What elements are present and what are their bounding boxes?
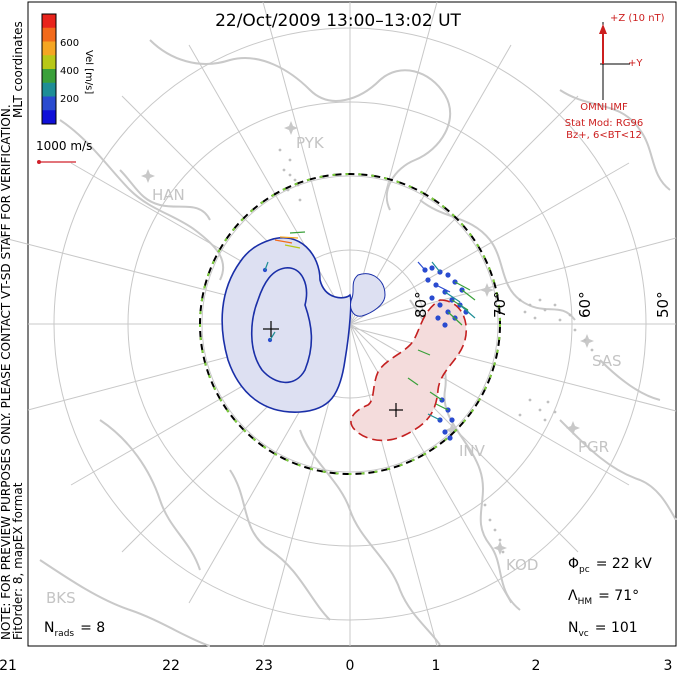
imf-clock: +Z (10 nT) +Y OMNI IMF Stat Mod: RG96 Bz… — [565, 13, 665, 141]
colorbar-tick-400: 400 — [60, 66, 79, 77]
colorbar-swatch — [42, 82, 56, 97]
station-label-bks: BKS — [46, 589, 76, 607]
imf-y-label: +Y — [628, 58, 643, 69]
station-label-kod: KOD — [506, 556, 538, 574]
latitude-label-50: 50° — [654, 291, 672, 318]
colorbar-swatch — [42, 110, 56, 125]
n-vc-stat: Nvc = 101 — [568, 620, 638, 639]
mlt-axis: 21 22 23 0 1 2 3 — [0, 658, 672, 674]
colorbar-swatch — [42, 96, 56, 111]
station-markers — [141, 121, 594, 555]
station-marker-pgr — [566, 421, 580, 435]
mlt-label-21: 21 — [0, 658, 17, 674]
station-marker-han — [141, 169, 155, 183]
latitude-label-80: 80° — [412, 291, 430, 318]
station-label-han: HAN — [152, 186, 185, 204]
latitude-label-70: 70° — [491, 291, 509, 318]
lambda-hm-stat: ΛHM = 71° — [568, 588, 639, 607]
preview-warning: NOTE: FOR PREVIEW PURPOSES ONLY. PLEASE … — [0, 104, 13, 640]
stat-model-line2: Bz+, 6<BT<12 — [566, 130, 642, 141]
colorbar-swatch — [42, 27, 56, 42]
colorbar-swatch — [42, 14, 56, 29]
imf-vector-head — [599, 24, 607, 34]
colorbar-tick-600: 600 — [60, 38, 79, 49]
mlt-label-1: 1 — [432, 658, 441, 674]
station-labels: PYK HAN SAS PGR INV KOD BKS — [46, 134, 622, 607]
mlt-label-22: 22 — [162, 658, 180, 674]
page-title: 22/Oct/2009 13:00–13:02 UT — [215, 11, 461, 31]
radar-dots — [278, 148, 594, 554]
mlt-label-2: 2 — [532, 658, 541, 674]
station-label-pyk: PYK — [296, 134, 325, 152]
colorbar-swatch — [42, 55, 56, 70]
positive-convection-cell — [350, 299, 467, 442]
colorbar-frame — [41, 13, 57, 125]
imf-source: OMNI IMF — [580, 102, 628, 113]
coastlines — [39, 39, 677, 647]
station-marker-inv — [445, 423, 459, 437]
velocity-vectors — [262, 231, 476, 441]
mlt-label-0: 0 — [346, 658, 355, 674]
velocity-colorbar — [41, 13, 57, 125]
colorbar-label: Vel [m/s] — [83, 50, 94, 94]
mlt-label-23: 23 — [255, 658, 273, 674]
latitude-label-60: 60° — [576, 291, 594, 318]
mlt-label-3: 3 — [664, 658, 673, 674]
station-marker-sas — [580, 334, 594, 348]
stat-model-line1: Stat Mod: RG96 — [565, 118, 644, 129]
phi-pc-stat: Φpc = 22 kV — [568, 556, 652, 575]
latitude-labels: 80° 70° 60° 50° — [412, 291, 672, 318]
fit-statistics: Φpc = 22 kV ΛHM = 71° Nvc = 101 Nrads = 8 — [44, 556, 652, 639]
colorbar-swatch — [42, 41, 56, 56]
colorbar-ticks: 600 400 200 — [60, 38, 79, 105]
coordinates-note: MLT coordinates — [11, 21, 25, 118]
station-marker-pyk — [284, 121, 298, 135]
station-marker-kap — [480, 283, 494, 297]
colorbar-tick-200: 200 — [60, 94, 79, 105]
station-label-inv: INV — [459, 442, 486, 460]
colorbar-swatch — [42, 69, 56, 84]
negative-convection-cell — [221, 237, 386, 413]
imf-z-label: +Z (10 nT) — [610, 13, 665, 24]
fit-order-note: FitOrder: 8, mapEX format — [11, 482, 25, 640]
n-rads-stat: Nrads = 8 — [44, 620, 105, 639]
scale-vector-label: 1000 m/s — [36, 139, 92, 153]
station-label-sas: SAS — [592, 352, 622, 370]
hm-boundary-dashes — [199, 173, 501, 475]
station-label-pgr: PGR — [578, 438, 609, 456]
station-marker-kod — [493, 541, 507, 555]
